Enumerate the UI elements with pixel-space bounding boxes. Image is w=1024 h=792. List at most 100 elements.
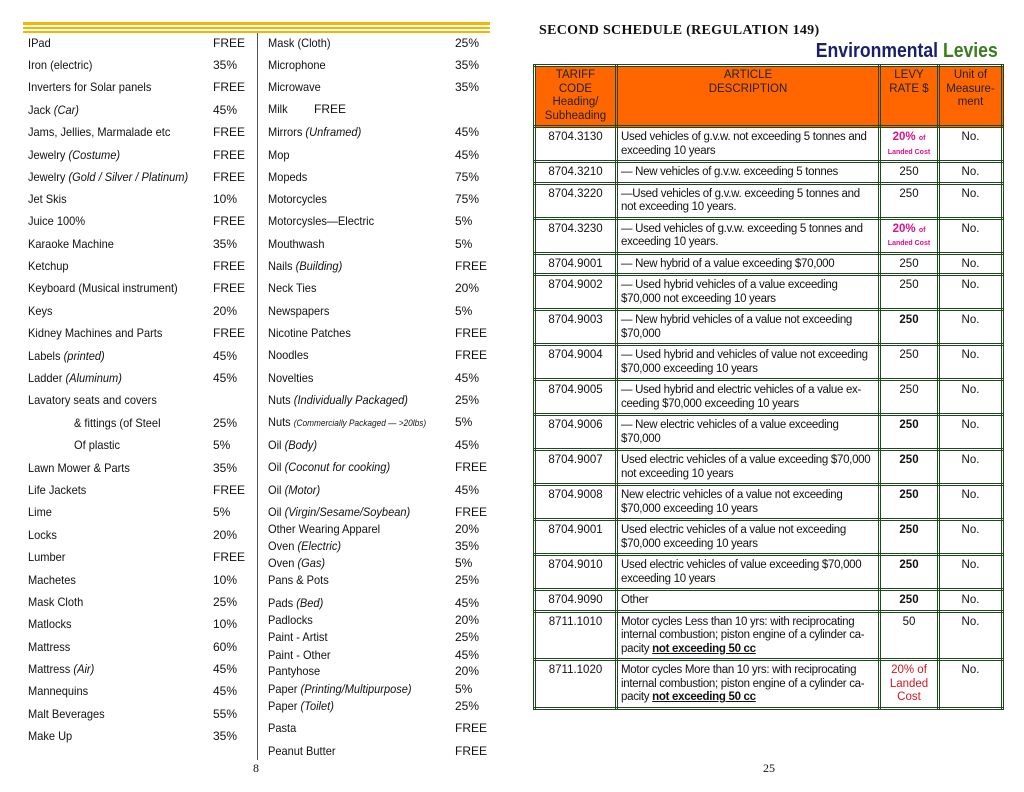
unit-of-measurement: No. <box>937 343 1004 381</box>
tariff-item-rate: 45% <box>455 648 480 662</box>
unit-of-measurement: No. <box>937 518 1004 556</box>
description-text: New electric vehicles of a value not exc… <box>621 489 843 515</box>
levy-rate: 250 <box>878 588 940 613</box>
tariff-item-name: Jewelry (Gold / Silver / Platinum) <box>28 170 188 184</box>
tariff-item-name: Oil (Virgin/Sesame/Soybean) <box>268 505 410 519</box>
item-label: Jet Skis <box>28 192 67 206</box>
item-label: & fittings (of Steel <box>74 416 161 430</box>
tariff-item-name: Novelties <box>268 371 313 385</box>
tariff-item-name: Machetes <box>28 573 76 587</box>
tariff-item-rate: FREE <box>213 80 246 94</box>
tariff-item-rate: FREE <box>213 281 246 295</box>
tariff-item-rate: FREE <box>213 36 246 50</box>
tariff-item-name: Make Up <box>28 729 72 743</box>
item-label: Iron (electric) <box>28 58 93 72</box>
item-label: Milk <box>268 102 288 116</box>
column-header-line: LEVY <box>894 69 924 81</box>
item-qualifier: (Toilet) <box>300 699 334 713</box>
unit-of-measurement: No. <box>937 181 1004 220</box>
item-label: Lumber <box>28 550 66 564</box>
table-row: 8704.9003— New hybrid vehicles of a valu… <box>533 308 1004 346</box>
tariff-item-rate: 20% <box>213 304 238 318</box>
item-label: Peanut Butter <box>268 744 336 758</box>
unit-of-measurement: No. <box>937 125 1004 163</box>
unit-of-measurement: No. <box>937 273 1004 311</box>
table-row: 8704.9008 New electric vehicles of a valu… <box>533 483 1004 521</box>
tariff-item-name: Of plastic <box>74 438 120 452</box>
table-row: 8704.9004— Used hybrid and vehicles of v… <box>533 343 1004 381</box>
unit-of-measurement: No. <box>937 378 1004 416</box>
article-description: — New hybrid vehicles of a value not exc… <box>615 308 881 346</box>
tariff-code: 8711.1010 <box>533 609 618 661</box>
tariff-item-name: Mirrors (Unframed) <box>268 125 361 139</box>
levy-value: 50 <box>902 615 916 628</box>
tariff-item-name: Iron (electric) <box>28 58 92 72</box>
tariff-item-rate: 45% <box>455 483 480 497</box>
item-label: Neck Ties <box>268 281 317 295</box>
gold-rule <box>23 31 490 33</box>
tariff-item-rate: FREE <box>213 170 246 184</box>
tariff-item-rate: FREE <box>213 550 246 564</box>
levy-rate: 250 <box>878 378 940 416</box>
item-label: Mannequins <box>28 684 89 698</box>
page-number: 25 <box>763 761 775 775</box>
item-qualifier: (Printing/Multipurpose) <box>300 682 412 696</box>
tariff-item-rate: 5% <box>213 438 231 452</box>
item-qualifier: (printed) <box>63 349 105 363</box>
item-label: Oil <box>268 460 282 474</box>
item-qualifier: (Unframed) <box>305 125 362 139</box>
item-label: Of plastic <box>74 438 121 452</box>
tariff-item-rate: 75% <box>455 192 480 206</box>
levy-rate: 250 <box>878 518 940 556</box>
item-label: Ladder <box>28 371 63 385</box>
item-label: Microphone <box>268 58 326 72</box>
levy-value: 20% <box>892 131 916 143</box>
tariff-item-rate: FREE <box>455 259 488 273</box>
article-description: Used electric vehicles of value exceedin… <box>615 553 881 591</box>
levy-value: 20% of Landed Cost <box>889 664 929 703</box>
item-label: Nicotine Patches <box>268 326 351 340</box>
tariff-item-name: Mask Cloth <box>28 595 83 609</box>
tariff-item-name: Mopeds <box>268 170 307 184</box>
description-text: — Used hybrid and vehicles of value not … <box>621 349 868 375</box>
tariff-item-rate: 35% <box>213 58 238 72</box>
tariff-item-rate: FREE <box>455 721 488 735</box>
tariff-code: 8704.9008 <box>533 483 618 521</box>
table-header: TARIFF CODE Heading/Subheading ARTICLE DESC… <box>533 64 1004 128</box>
item-label: Nails <box>268 259 293 273</box>
tariff-item-name: Paint - Artist <box>268 630 328 644</box>
tariff-item-rate: FREE <box>213 214 246 228</box>
tariff-item-name: IPad <box>28 36 51 50</box>
item-qualifier: (Building) <box>295 259 343 273</box>
tariff-item-name: Motorcysles—Electric <box>268 214 374 228</box>
levy-rate: 250 <box>878 181 940 220</box>
unit-of-measurement: No. <box>937 160 1004 185</box>
tariff-item-name: Newspapers <box>268 304 329 318</box>
item-label: Life Jackets <box>28 483 87 497</box>
description-text: —Used vehicles of g.v.w. exceeding 5 ton… <box>621 187 860 214</box>
tariff-item-rate: 25% <box>455 699 480 713</box>
tariff-item-rate: 25% <box>213 416 238 430</box>
article-description: — Used hybrid and electric vehicles of a… <box>615 378 881 416</box>
tariff-item-name: Noodles <box>268 348 309 362</box>
table-row: 8711.1020 Motor cycles More than 10 yrs: … <box>533 658 1004 710</box>
item-label: Jewelry <box>28 170 66 184</box>
item-label: Mask Cloth <box>28 595 84 609</box>
item-label: Motorcysles—Electric <box>268 214 375 228</box>
levy-rate: 250 <box>878 413 940 451</box>
tariff-item-rate: 5% <box>455 214 473 228</box>
tariff-item-name: Ladder (Aluminum) <box>28 371 122 385</box>
article-description: — Used vehicles of g.v.w. exceeding 5 to… <box>615 216 881 255</box>
table-row: 8704.3210— New vehicles of g.v.w. exceed… <box>533 160 1004 185</box>
item-label: Oil <box>268 483 282 497</box>
tariff-item-name: Mannequins <box>28 684 88 698</box>
column-header-line: Measure- <box>946 82 995 95</box>
tariff-item-rate: FREE <box>314 102 347 116</box>
tariff-item-rate: 20% <box>455 522 480 536</box>
tariff-item-name: Mop <box>268 148 289 162</box>
tariff-item-rate: 45% <box>213 103 238 117</box>
tariff-item-rate: 35% <box>455 539 480 553</box>
tariff-code: 8704.9001 <box>533 518 618 556</box>
levy-note: Landed Cost <box>887 148 931 156</box>
item-label: Jewelry <box>28 148 66 162</box>
